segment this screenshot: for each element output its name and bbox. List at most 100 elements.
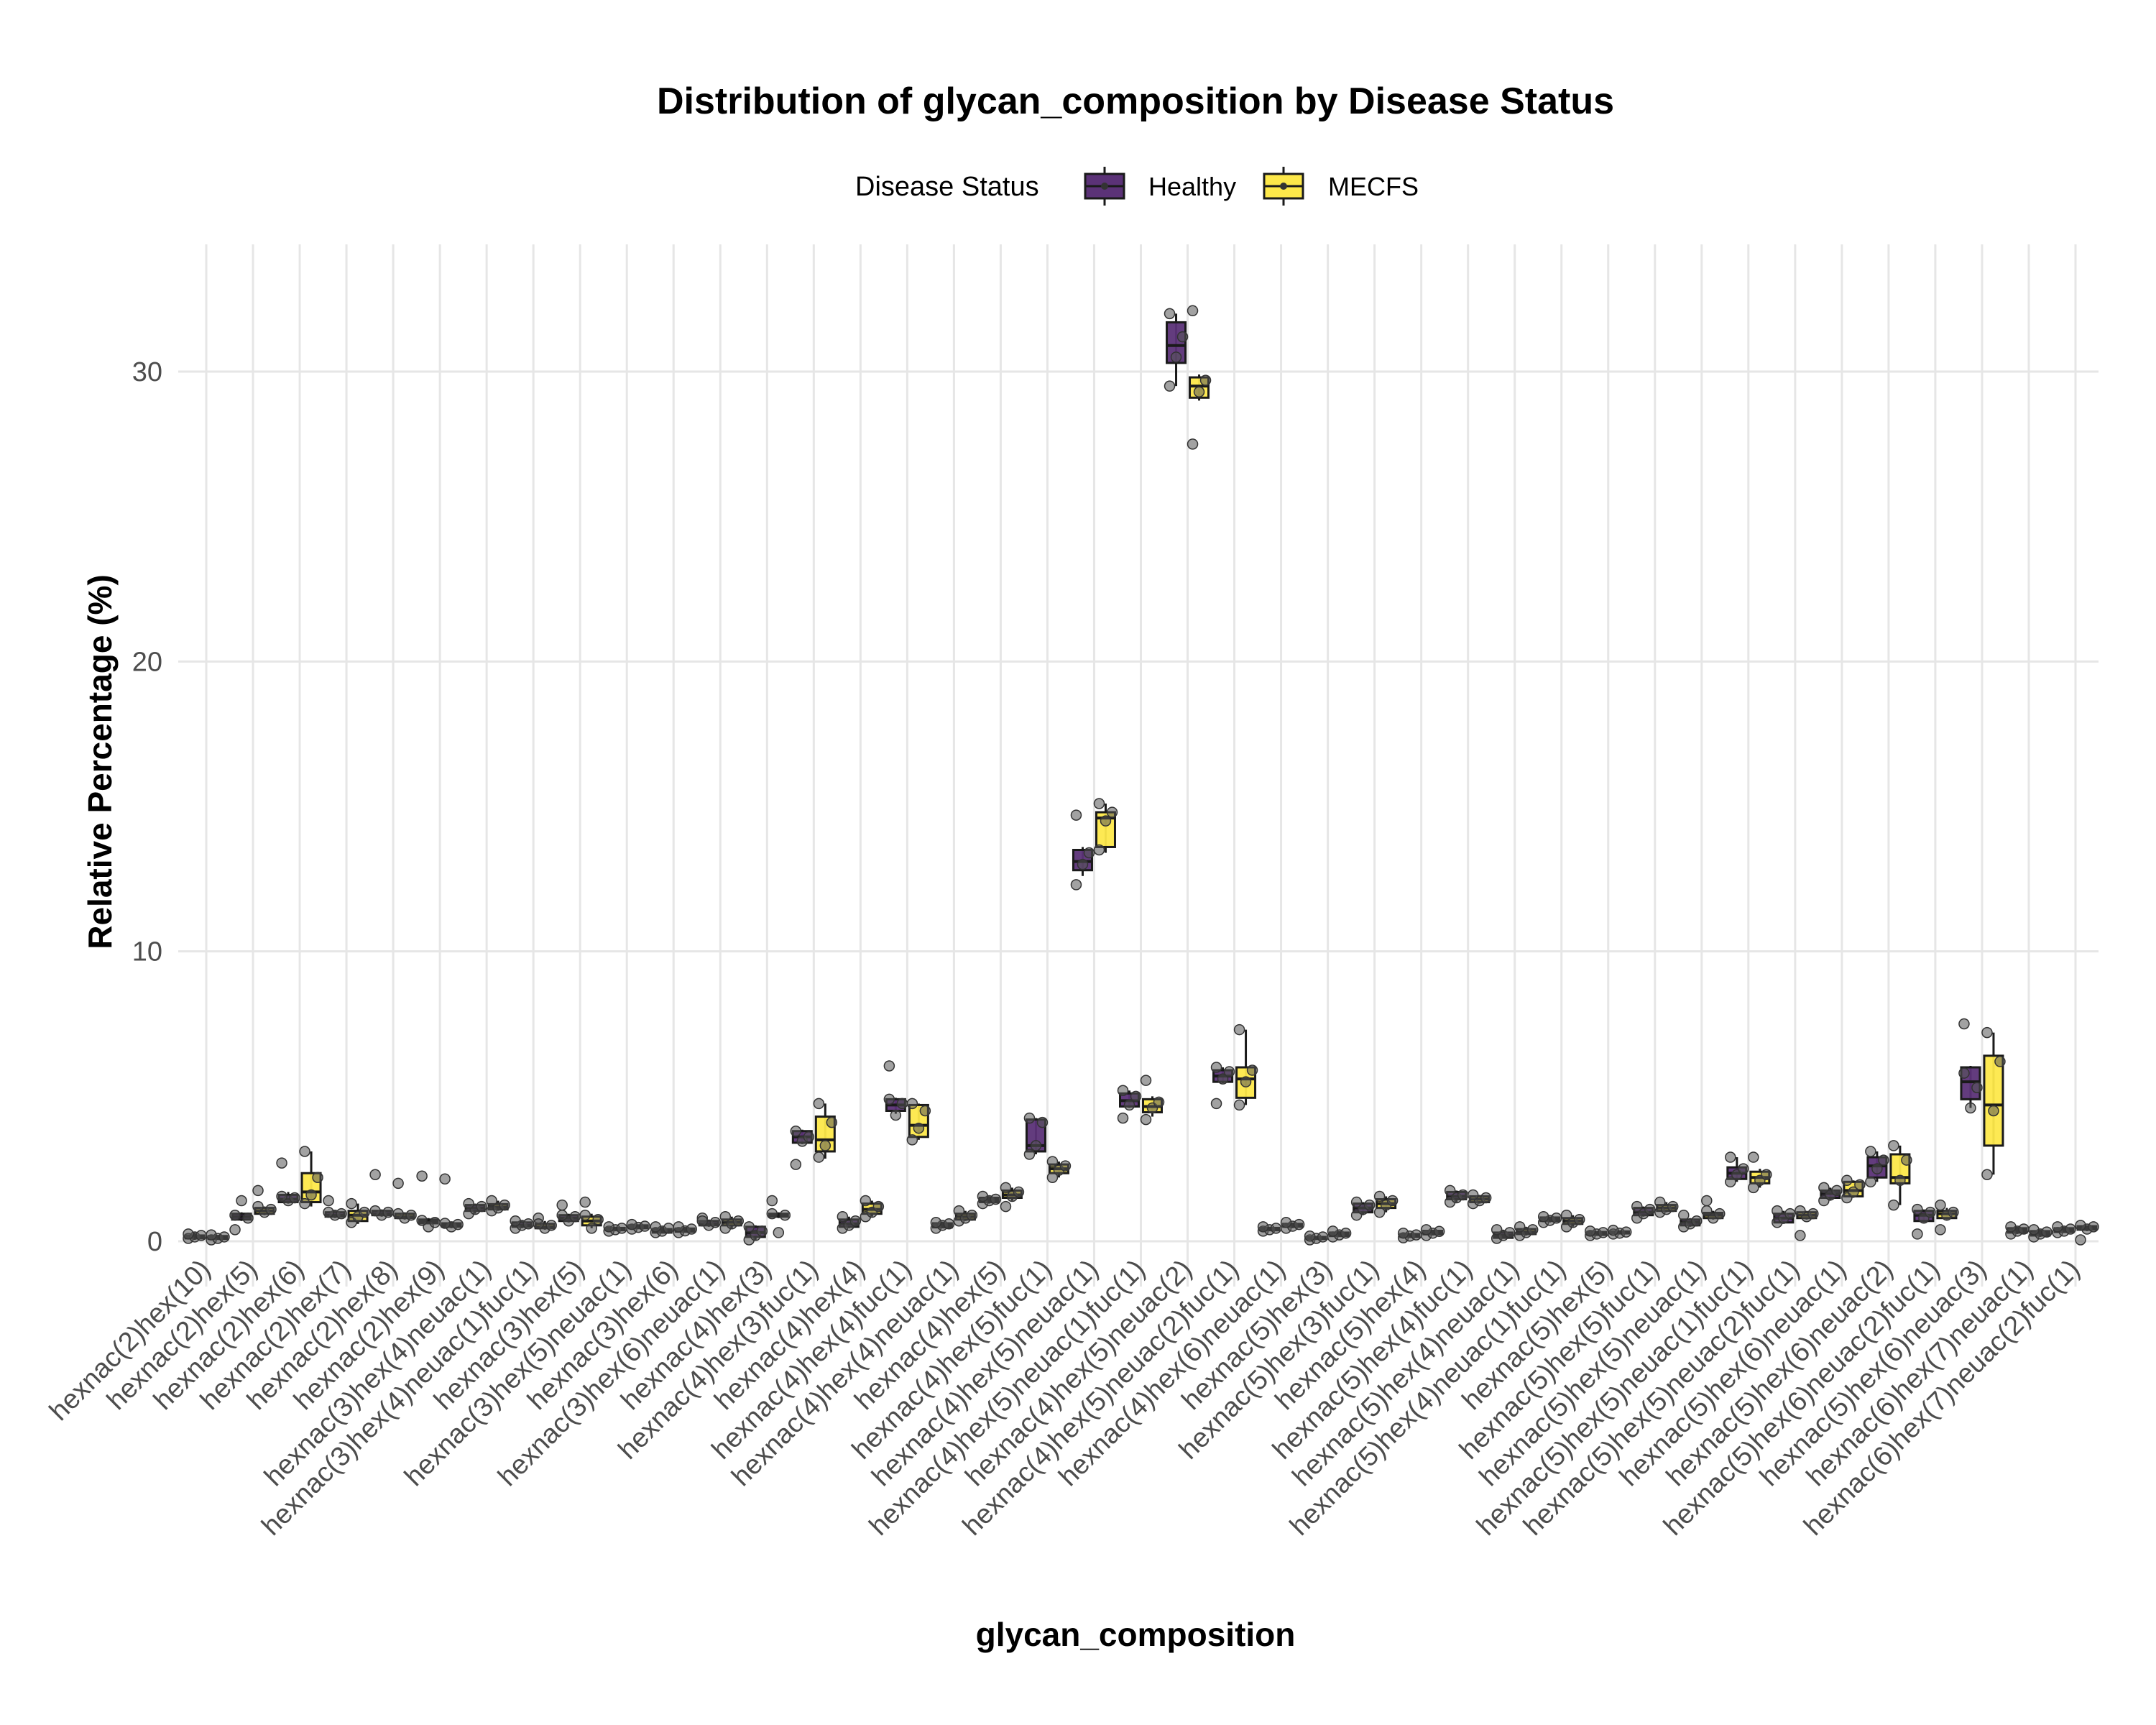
data-point — [1233, 1024, 1245, 1036]
box-mecfs — [579, 1196, 604, 1234]
box-healthy — [463, 1197, 487, 1220]
data-point — [803, 1131, 815, 1143]
box-healthy — [1164, 308, 1189, 392]
box-body — [1983, 1054, 2004, 1147]
data-point — [663, 1223, 674, 1234]
data-point — [2041, 1226, 2053, 1238]
box-healthy — [1585, 1225, 1609, 1241]
data-point — [686, 1223, 697, 1235]
data-point — [1410, 1229, 1422, 1241]
data-point — [1210, 1062, 1222, 1073]
data-point — [336, 1208, 347, 1220]
data-point — [1046, 1172, 1059, 1184]
data-point — [890, 1109, 902, 1121]
data-point — [2052, 1221, 2063, 1233]
data-point — [586, 1223, 597, 1234]
data-point — [766, 1208, 778, 1220]
data-point — [1373, 1190, 1386, 1202]
data-point — [779, 1209, 791, 1221]
data-point — [1631, 1200, 1643, 1213]
data-point — [1397, 1227, 1409, 1239]
data-point — [1888, 1140, 1899, 1151]
box-healthy — [1631, 1200, 1656, 1224]
box-mecfs — [860, 1195, 885, 1223]
data-point — [1748, 1182, 1759, 1194]
box-mecfs — [1981, 1026, 2006, 1180]
data-point — [1223, 1066, 1235, 1077]
data-point — [1217, 1073, 1229, 1085]
data-point — [276, 1190, 287, 1202]
data-point — [1585, 1225, 1596, 1237]
data-point — [206, 1229, 217, 1241]
data-point — [1373, 1206, 1386, 1218]
box-mecfs — [766, 1195, 791, 1238]
data-point — [1327, 1225, 1339, 1237]
data-point — [743, 1221, 755, 1233]
box-healthy — [837, 1210, 862, 1234]
data-point — [1878, 1154, 1889, 1166]
data-point — [1748, 1151, 1759, 1163]
data-point — [305, 1189, 317, 1201]
data-point — [1433, 1225, 1445, 1238]
data-point — [1140, 1113, 1152, 1126]
box-mecfs — [1373, 1190, 1399, 1218]
box-mecfs — [2028, 1224, 2053, 1243]
box-mecfs — [1187, 305, 1212, 450]
box-healthy — [510, 1215, 534, 1234]
box-healthy — [2005, 1221, 2030, 1240]
data-point — [1701, 1205, 1713, 1217]
data-point — [2088, 1221, 2099, 1233]
data-point — [2075, 1234, 2086, 1246]
data-point — [392, 1177, 404, 1190]
box-mecfs — [1560, 1209, 1585, 1233]
data-point — [1848, 1186, 1859, 1198]
box-mecfs — [2075, 1220, 2099, 1246]
data-point — [1444, 1184, 1456, 1197]
data-point — [229, 1209, 241, 1221]
data-point — [1117, 1112, 1129, 1124]
data-point — [1093, 798, 1105, 809]
data-point — [416, 1215, 428, 1226]
box-mecfs — [1841, 1174, 1866, 1204]
data-point — [463, 1197, 474, 1210]
box-healthy — [369, 1169, 394, 1221]
data-point — [1153, 1096, 1165, 1108]
data-point — [626, 1218, 637, 1230]
data-point — [1560, 1209, 1572, 1221]
legend-mecfs-point — [1280, 183, 1287, 190]
data-point — [1965, 1102, 1976, 1114]
data-point — [1317, 1231, 1329, 1243]
data-point — [696, 1215, 709, 1227]
data-point — [1854, 1179, 1866, 1191]
box-mecfs — [1046, 1156, 1072, 1184]
box-mecfs — [1327, 1225, 1352, 1243]
box-mecfs — [439, 1173, 464, 1233]
box-mecfs — [1467, 1189, 1492, 1210]
data-point — [1772, 1205, 1783, 1217]
box-mecfs — [1748, 1151, 1772, 1194]
box-mecfs — [906, 1098, 931, 1146]
data-point — [1807, 1208, 1819, 1220]
data-point — [252, 1200, 264, 1213]
data-point — [906, 1098, 918, 1110]
data-point — [1257, 1221, 1269, 1233]
data-point — [1865, 1146, 1876, 1157]
box-mecfs — [252, 1184, 277, 1218]
data-point — [860, 1195, 872, 1207]
legend-healthy-point — [1101, 183, 1108, 190]
data-point — [1036, 1116, 1049, 1128]
box-healthy — [790, 1125, 815, 1170]
y-tick-label: 20 — [132, 647, 162, 677]
box-mecfs — [719, 1210, 745, 1234]
box-healthy — [1304, 1230, 1329, 1246]
data-point — [1818, 1182, 1830, 1194]
data-point — [183, 1228, 194, 1240]
box-healthy — [276, 1157, 300, 1207]
legend-label-mecfs: MECFS — [1328, 172, 1419, 201]
data-point — [1894, 1174, 1906, 1187]
data-point — [1280, 1217, 1292, 1228]
data-point — [1550, 1212, 1562, 1224]
data-point — [1701, 1195, 1713, 1207]
